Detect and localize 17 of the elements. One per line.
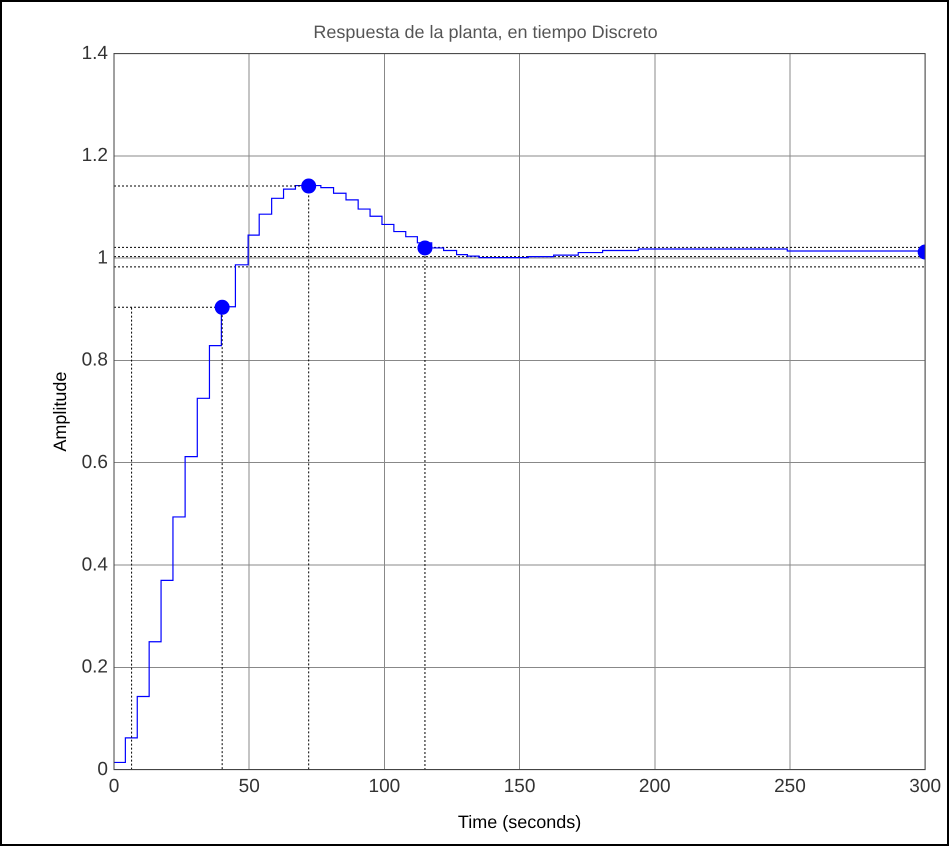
- y-tick-label: 1: [97, 247, 108, 268]
- y-axis-title: Amplitude: [50, 372, 70, 452]
- x-tick-label: 250: [774, 776, 806, 798]
- x-axis-title: Time (seconds): [458, 812, 582, 832]
- x-tick-label: 50: [238, 776, 260, 798]
- y-tick-label: 0.6: [82, 452, 108, 473]
- x-tick-label: 100: [368, 776, 400, 798]
- y-tick-label: 0.4: [82, 554, 108, 576]
- y-tick-label: 0.8: [82, 350, 108, 371]
- chart-title: Respuesta de la planta, en tiempo Discreto: [313, 22, 658, 42]
- x-tick-label: 150: [504, 776, 536, 798]
- y-tick-label: 0.2: [82, 656, 108, 678]
- y-tick-label: 1.4: [82, 42, 108, 64]
- y-tick-label: 0: [97, 758, 108, 780]
- y-tick-label: 1.2: [82, 145, 108, 166]
- x-tick-label: 300: [909, 776, 941, 798]
- x-tick-label: 200: [638, 776, 671, 798]
